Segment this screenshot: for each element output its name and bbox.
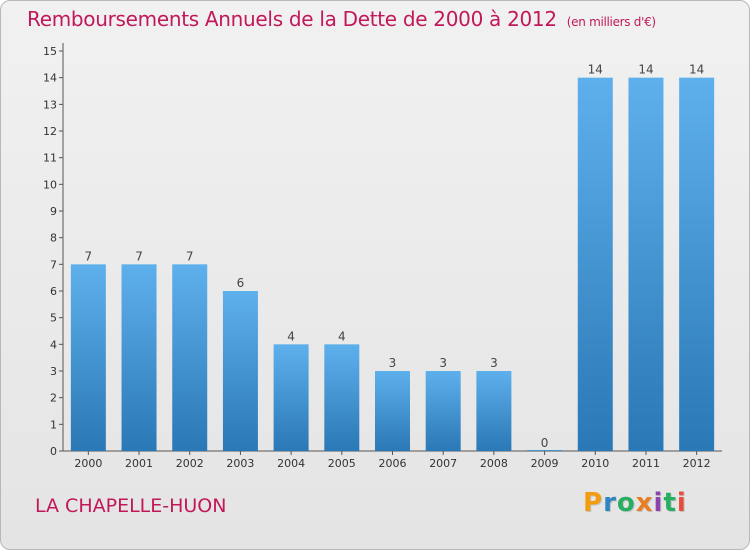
- bar-2010: [577, 77, 613, 452]
- bar-value-label: 3: [439, 356, 447, 370]
- chart-title-text: Remboursements Annuels de la Dette de 20…: [27, 7, 557, 31]
- x-tick-label: 2006: [379, 457, 407, 470]
- y-tick-label: 5: [50, 312, 57, 325]
- x-tick-label: 2009: [531, 457, 559, 470]
- y-tick-label: 6: [50, 285, 57, 298]
- bar-2005: [324, 344, 360, 451]
- x-tick-label: 2011: [632, 457, 660, 470]
- y-tick-label: 12: [43, 125, 57, 138]
- bar-2006: [375, 371, 410, 451]
- x-tick-label: 2005: [328, 457, 356, 470]
- y-tick-label: 2: [50, 392, 57, 405]
- bar-2009: [527, 450, 563, 451]
- bar-value-label: 7: [85, 249, 93, 263]
- chart-title: Remboursements Annuels de la Dette de 20…: [27, 7, 656, 31]
- bar-2007: [425, 371, 461, 451]
- bar-value-label: 14: [638, 63, 653, 77]
- bar-value-label: 4: [338, 329, 346, 343]
- bar-2012: [679, 77, 715, 452]
- y-tick-label: 8: [50, 232, 57, 245]
- y-tick-label: 1: [50, 418, 57, 431]
- bar-value-label: 0: [541, 436, 549, 450]
- logo-letter: t: [663, 488, 677, 518]
- y-tick-label: 13: [43, 98, 57, 111]
- bar-value-label: 6: [237, 276, 245, 290]
- bar-2001: [121, 264, 157, 451]
- x-tick-label: 2007: [429, 457, 457, 470]
- bar-value-label: 7: [135, 249, 143, 263]
- logo-letter: i: [653, 488, 664, 518]
- x-tick-label: 2002: [176, 457, 204, 470]
- city-name: LA CHAPELLE-HUON: [35, 495, 227, 517]
- logo-letter: i: [676, 488, 687, 518]
- x-tick-label: 2008: [480, 457, 508, 470]
- x-tick-label: 2001: [125, 457, 153, 470]
- y-tick-label: 7: [50, 258, 57, 271]
- y-tick-label: 10: [43, 178, 57, 191]
- bar-2002: [172, 264, 208, 451]
- logo-letter: x: [635, 488, 654, 518]
- bar-value-label: 14: [588, 63, 603, 77]
- y-tick-label: 3: [50, 365, 57, 378]
- x-tick-label: 2012: [683, 457, 711, 470]
- bar-value-label: 3: [490, 356, 498, 370]
- y-tick-label: 9: [50, 205, 57, 218]
- logo-letter: o: [616, 488, 636, 518]
- y-tick-label: 4: [50, 338, 57, 351]
- y-tick-label: 11: [43, 152, 57, 165]
- bar-value-label: 4: [287, 329, 295, 343]
- bar-2004: [273, 344, 309, 451]
- bar-2003: [222, 291, 258, 451]
- x-tick-label: 2010: [581, 457, 609, 470]
- x-tick-label: 2003: [226, 457, 254, 470]
- x-tick-label: 2004: [277, 457, 305, 470]
- bar-2008: [476, 371, 512, 451]
- bar-2011: [628, 77, 664, 452]
- bar-value-label: 3: [389, 356, 397, 370]
- x-tick-label: 2000: [74, 457, 102, 470]
- logo-letter: r: [603, 488, 617, 518]
- bar-2000: [70, 264, 106, 451]
- y-tick-label: 0: [50, 445, 57, 458]
- y-tick-label: 14: [43, 72, 57, 85]
- chart-unit: (en milliers d'€): [566, 15, 656, 29]
- proxiti-logo: Proxiti: [583, 488, 687, 518]
- logo-letter: P: [583, 488, 604, 518]
- bar-value-label: 7: [186, 249, 194, 263]
- y-tick-label: 15: [43, 45, 57, 58]
- bar-value-label: 14: [689, 63, 704, 77]
